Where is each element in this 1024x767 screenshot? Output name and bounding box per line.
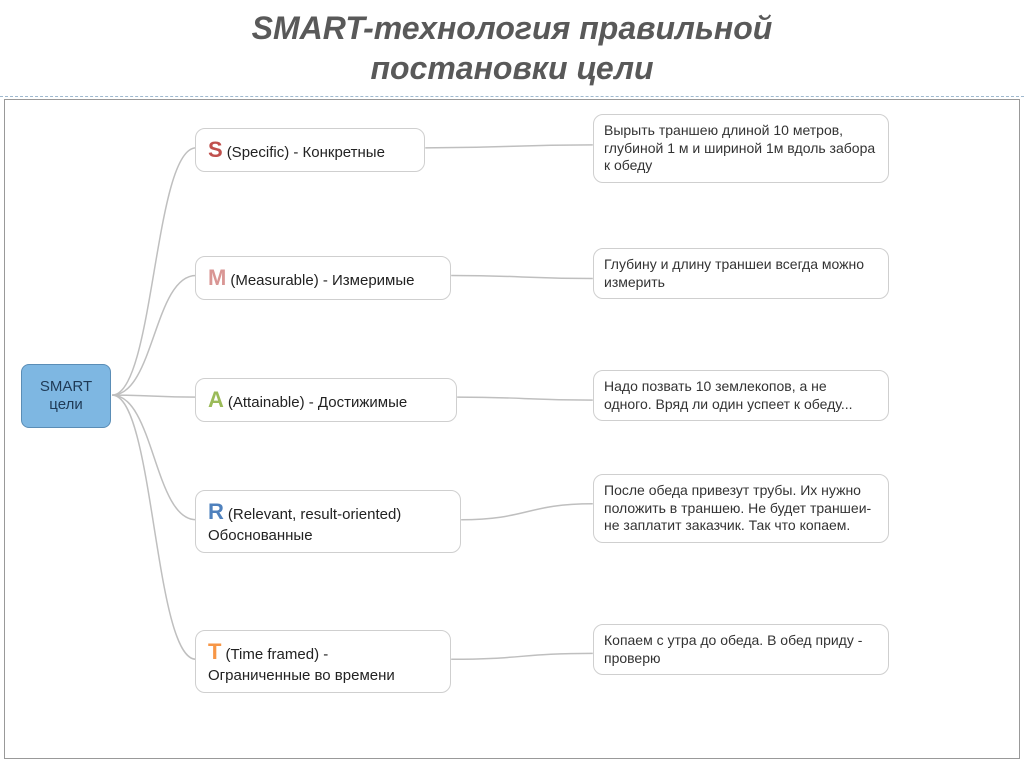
letter-r: R <box>208 499 224 524</box>
letter-t: T <box>208 639 221 664</box>
letter-s: S <box>208 137 223 162</box>
page-title: SMART-технология правильной постановки ц… <box>0 0 1024 92</box>
mid-primary: (Time framed) - <box>225 646 328 663</box>
leaf-node-r: После обеда привезут трубы. Их нужно пол… <box>593 474 889 543</box>
mid-node-a: A(Attainable) - Достижимые <box>195 378 457 422</box>
mid-node-s: S(Specific) - Конкретные <box>195 128 425 172</box>
mid-primary: (Relevant, result-oriented) <box>228 506 401 523</box>
mid-primary: (Measurable) - Измеримые <box>230 272 414 289</box>
diagram-canvas: SMART цели S(Specific) - КонкретныеM(Mea… <box>4 99 1020 759</box>
leaf-node-m: Глубину и длину траншеи всегда можно изм… <box>593 248 889 299</box>
mid-node-t: T(Time framed) - Ограниченные во времени <box>195 630 451 693</box>
letter-m: M <box>208 265 226 290</box>
title-line-1: SMART-технология правильной <box>252 10 773 46</box>
leaf-node-t: Копаем с утра до обеда. В обед приду - п… <box>593 624 889 675</box>
mid-secondary: Ограниченные во времени <box>208 667 438 684</box>
mid-secondary: Обоснованные <box>208 527 448 544</box>
title-line-2: постановки цели <box>370 50 653 86</box>
root-node: SMART цели <box>21 364 111 428</box>
mid-node-m: M(Measurable) - Измеримые <box>195 256 451 300</box>
letter-a: A <box>208 387 224 412</box>
leaf-node-a: Надо позвать 10 землекопов, а не одного.… <box>593 370 889 421</box>
mid-primary: (Attainable) - Достижимые <box>228 394 407 411</box>
root-line-1: SMART <box>40 378 92 396</box>
title-divider <box>0 96 1024 97</box>
root-line-2: цели <box>49 396 82 414</box>
leaf-node-s: Вырыть траншею длиной 10 метров, глубино… <box>593 114 889 183</box>
mid-node-r: R(Relevant, result-oriented) Обоснованные <box>195 490 461 553</box>
mid-primary: (Specific) - Конкретные <box>227 144 385 161</box>
